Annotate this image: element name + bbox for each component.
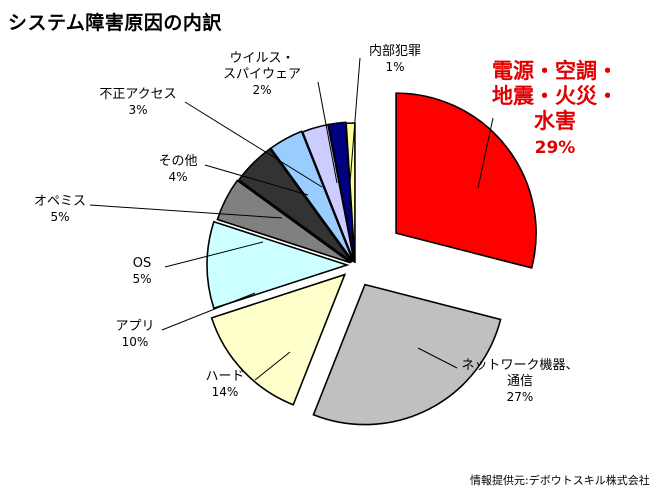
pie-slice (237, 147, 353, 263)
slice-label: 不正アクセス (99, 87, 176, 102)
leader-line (349, 57, 361, 184)
slice-percent: 29% (535, 138, 576, 158)
slice-label: ウイルス・ (229, 51, 294, 66)
pie-slice (327, 121, 356, 263)
slice-label: アプリ (115, 319, 154, 334)
slice-label: 水害 (534, 109, 576, 133)
slice-percent: 3% (128, 103, 147, 117)
leader-line (477, 117, 494, 189)
pie-slice (312, 283, 502, 426)
slice-label: その他 (158, 154, 197, 169)
slice-label: ネットワーク機器、 (461, 358, 578, 373)
slice-label: オペミス (34, 194, 86, 209)
pie-slice (210, 273, 347, 406)
slice-percent: 5% (132, 272, 151, 286)
slice-label: 内部犯罪 (369, 43, 421, 59)
slice-label: 通信 (507, 374, 533, 389)
leader-line (164, 241, 264, 268)
leader-line (417, 347, 458, 369)
slice-label: 電源・空調・ (492, 59, 618, 83)
slice-percent: 1% (385, 60, 404, 74)
leader-line (161, 292, 256, 331)
slice-percent: 14% (212, 385, 239, 399)
source-credit: 情報提供元:デボウトスキル株式会社 (470, 474, 650, 487)
slice-percent: 2% (252, 83, 271, 97)
leader-line (204, 164, 309, 196)
leader-line (89, 204, 283, 219)
slice-percent: 4% (168, 170, 187, 184)
slice-percent: 27% (507, 390, 534, 404)
leader-line (317, 81, 338, 184)
pie-slice (206, 220, 350, 310)
slice-label: ハード (205, 369, 244, 384)
pie-slice (269, 130, 354, 262)
pie-slice (395, 92, 537, 269)
leader-line (254, 351, 291, 381)
slice-label: 地震・火災・ (492, 84, 618, 108)
slice-percent: 5% (50, 210, 69, 224)
slice-label: OS (133, 256, 151, 271)
leader-line (184, 101, 323, 188)
slice-label: スパイウェア (223, 67, 301, 82)
pie-slice (216, 179, 352, 264)
chart-title: システム障害原因の内訳 (8, 12, 222, 34)
slice-percent: 10% (122, 335, 149, 349)
